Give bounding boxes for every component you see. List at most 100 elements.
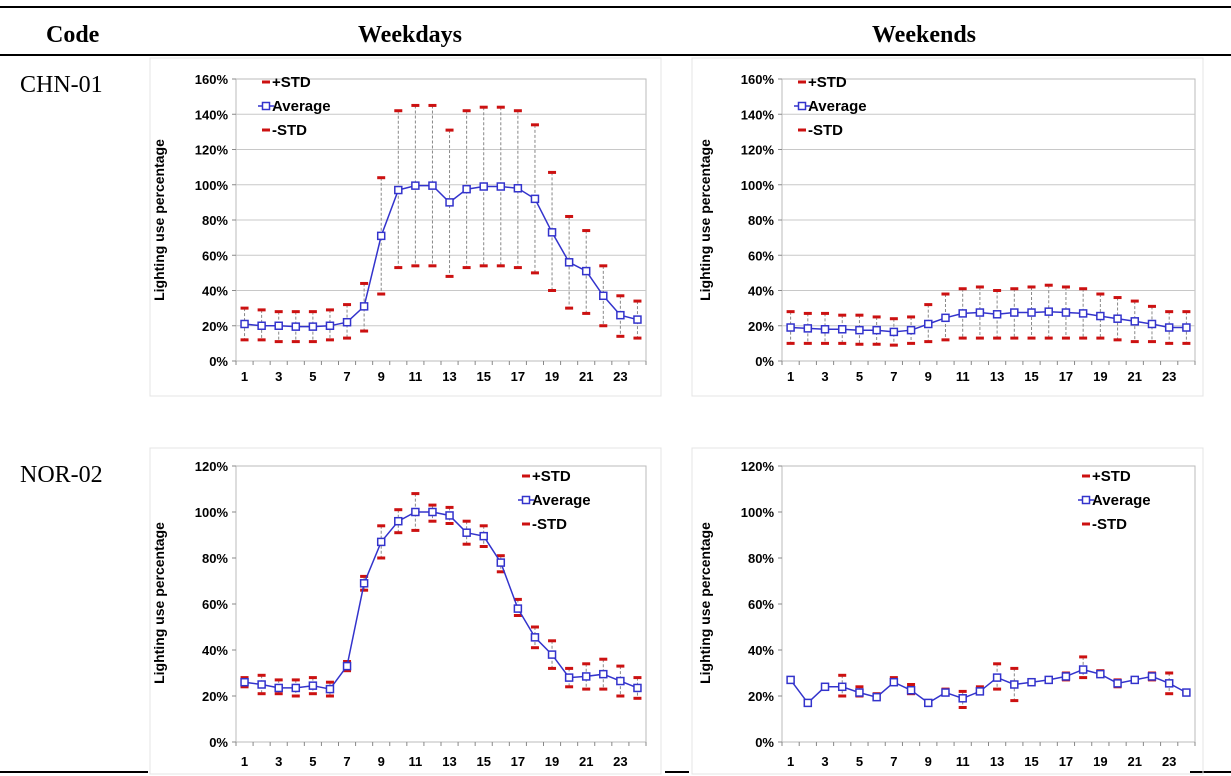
- x-tick-label: 1: [241, 754, 248, 769]
- average-point: [992, 673, 1002, 682]
- average-point: [1147, 672, 1157, 681]
- average-point: [547, 650, 557, 659]
- y-tick-label: 100%: [195, 505, 229, 520]
- average-point: [1182, 688, 1191, 697]
- average-point: [1027, 677, 1036, 687]
- y-tick-label: 80%: [748, 551, 774, 566]
- average-point: [240, 677, 249, 687]
- legend-label: -STD: [272, 122, 307, 139]
- y-tick-label: 100%: [195, 178, 229, 193]
- average-point: [906, 686, 916, 695]
- x-tick-label: 3: [275, 754, 282, 769]
- top-rule: [0, 6, 1231, 8]
- y-tick-label: 40%: [202, 643, 228, 658]
- average-point: [820, 325, 830, 334]
- x-tick-label: 3: [821, 754, 828, 769]
- average-point: [1113, 679, 1122, 688]
- average-point: [599, 669, 608, 679]
- y-axis-label: Lighting use percentage: [697, 522, 713, 684]
- average-point: [513, 604, 523, 613]
- average-point: [633, 683, 642, 693]
- y-tick-label: 0%: [209, 354, 228, 369]
- average-point: [359, 579, 369, 588]
- average-point: [820, 682, 830, 692]
- average-point: [479, 531, 488, 541]
- legend-label: +STD: [272, 74, 311, 91]
- y-tick-label: 80%: [748, 213, 774, 228]
- y-tick-label: 40%: [202, 284, 228, 299]
- legend-label: Average: [808, 98, 867, 115]
- chart-area-frame: [149, 57, 662, 397]
- plot-area: [781, 465, 1196, 743]
- y-tick-label: 20%: [748, 319, 774, 334]
- average-point: [941, 313, 950, 323]
- row-code-chn-01: CHN-01: [20, 72, 103, 98]
- average-point: [376, 537, 386, 547]
- x-tick-label: 5: [309, 369, 316, 384]
- average-point: [581, 266, 591, 276]
- average-point: [291, 683, 301, 693]
- average-point: [803, 324, 813, 333]
- x-tick-label: 23: [613, 369, 627, 384]
- average-point: [581, 672, 591, 681]
- chart-area-frame: [691, 57, 1204, 397]
- average-point: [274, 321, 283, 330]
- bottom-rule-right: [1190, 771, 1231, 773]
- legend: +STD Average -STD: [518, 468, 591, 533]
- header-weekdays: Weekdays: [358, 22, 463, 48]
- x-tick-label: 1: [241, 369, 248, 384]
- y-tick-label: 20%: [202, 319, 228, 334]
- legend-average-swatch: [521, 495, 531, 505]
- y-tick-label: 120%: [195, 459, 229, 474]
- y-tick-label: 60%: [202, 597, 228, 612]
- average-point: [308, 322, 318, 331]
- average-point: [958, 694, 967, 703]
- y-tick-label: 20%: [202, 689, 228, 704]
- x-tick-label: 1: [787, 369, 794, 384]
- average-point: [462, 528, 471, 537]
- header-weekends: Weekends: [872, 22, 977, 48]
- x-tick-label: 15: [1024, 754, 1038, 769]
- chart-chn-weekdays-svg: 0%20%40%60%80%100%120%140%160%1 3 5 7 9 11 13 1…: [149, 57, 662, 397]
- average-point: [274, 683, 283, 693]
- average-point: [599, 291, 608, 301]
- x-tick-label: 11: [956, 369, 970, 384]
- average-point: [1130, 317, 1140, 326]
- x-tick-label: 7: [343, 754, 350, 769]
- average-point: [992, 310, 1002, 319]
- x-tick-label: 19: [545, 369, 559, 384]
- legend-label: -STD: [808, 122, 843, 139]
- chart-chn-weekdays: 0% 20% 40% 60% 80% 100% 120% 140% 160% 1 3 5 7 9 11 13 1…: [148, 57, 663, 398]
- legend-average-swatch: [797, 101, 807, 111]
- row-code-nor-02: NOR-02: [20, 462, 103, 488]
- average-point: [411, 507, 420, 517]
- legend-label: Average: [1092, 492, 1151, 509]
- average-point: [786, 323, 795, 332]
- header-rule: [0, 54, 1231, 56]
- average-point: [1130, 675, 1140, 685]
- average-point: [308, 681, 318, 690]
- average-point: [837, 682, 847, 692]
- x-tick-label: 19: [1093, 754, 1107, 769]
- x-tick-label: 15: [1024, 369, 1038, 384]
- y-tick-label: 80%: [202, 213, 228, 228]
- average-point: [564, 258, 574, 267]
- y-tick-label: 0%: [755, 354, 774, 369]
- average-point: [1096, 311, 1105, 321]
- average-point: [445, 511, 454, 520]
- average-point: [1113, 314, 1122, 323]
- bottom-rule-code: [0, 771, 148, 773]
- y-tick-label: 60%: [748, 597, 774, 612]
- average-point: [872, 325, 881, 335]
- average-point: [564, 673, 574, 682]
- x-tick-label: 11: [409, 754, 423, 769]
- plot-area: [235, 465, 647, 743]
- legend-label: +STD: [1092, 468, 1131, 485]
- x-tick-label: 15: [476, 369, 490, 384]
- chart-chn-weekends-svg: 0%20%40%60%80%100%120%140%160%1 3 5 7 9 11 13 1…: [691, 57, 1204, 397]
- average-point: [855, 688, 864, 697]
- average-point: [513, 184, 523, 193]
- average-point: [394, 516, 403, 526]
- average-point: [325, 684, 335, 694]
- x-tick-label: 23: [1162, 369, 1176, 384]
